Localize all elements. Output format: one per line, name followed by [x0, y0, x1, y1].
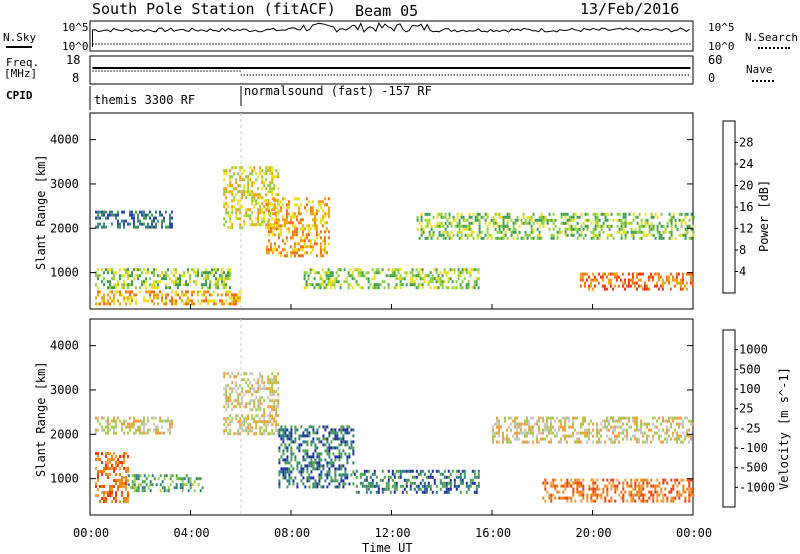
noise-ytick-top-left: 10^5: [62, 21, 89, 34]
velocity-ytick-label-0: 1000: [50, 472, 79, 486]
power-ytick-label-1: 2000: [50, 221, 79, 235]
velocity-band-3: [223, 372, 280, 436]
freq-ytick-bot: 8: [72, 71, 79, 85]
xtick-label-4: 16:00: [475, 526, 511, 540]
freq-series: [92, 67, 691, 76]
velocity-colorbar: -1000 -500 -100 -25 25 100 500 1000: [722, 329, 775, 508]
noise-series: [91, 21, 691, 48]
nave-ytick-bot: 0: [708, 71, 715, 85]
velocity-ytick-label-2: 3000: [50, 383, 79, 397]
power-band-5: [303, 268, 480, 290]
velocity-ytick-label-1: 2000: [50, 427, 79, 441]
power-colorbar-tick-label-5: 24: [739, 157, 753, 171]
velocity-colorbar-label: Velocity [m s^-1]: [777, 367, 791, 490]
nave-ytick-top: 60: [708, 53, 722, 67]
velocity-ytick-label-3: 4000: [50, 339, 79, 353]
xtick-label-2: 08:00: [274, 526, 310, 540]
noise-ytick-bot-left: 10^0: [62, 40, 89, 53]
power-ytick-label-0: 1000: [50, 266, 79, 280]
power-band-2: [95, 290, 241, 306]
velocity-colorbar-tick-label-5: 100: [739, 382, 761, 396]
cpid-segment-1: normalsound (fast) -157 RF: [244, 84, 432, 98]
velocity-colorbar-tick-label-7: 1000: [739, 343, 768, 357]
nsky-legend-line: [6, 46, 32, 48]
power-band-3: [223, 166, 280, 230]
xtick-label-5: 20:00: [576, 526, 612, 540]
velocity-band-4: [278, 425, 355, 489]
power-colorbar-tick-label-2: 12: [739, 222, 753, 236]
nave-legend-line: [752, 80, 774, 82]
power-ytick-label-2: 3000: [50, 177, 79, 191]
x-axis-ticks: 00:00 04:00 08:00 12:00 16:00 20:00 00:00: [73, 304, 712, 540]
xtick-label-6: 00:00: [676, 526, 712, 540]
power-colorbar-frame: [722, 120, 736, 294]
velocity-band-0: [95, 416, 173, 435]
nsky-line: [91, 21, 690, 48]
power-colorbar-label: Power [dB]: [757, 180, 771, 252]
power-yticks: 1000 2000 3000 4000: [50, 133, 693, 280]
velocity-band-6: [492, 416, 694, 444]
cpid-label: CPID: [6, 89, 33, 102]
power-ytick-label-3: 4000: [50, 133, 79, 147]
nsearch-legend-line: [758, 47, 790, 49]
xtick-label-1: 04:00: [174, 526, 210, 540]
nsky-label: N.Sky: [3, 31, 37, 44]
power-echoes: [95, 166, 695, 306]
velocity-colorbar-frame: [722, 329, 736, 508]
power-colorbar-tick-label-0: 4: [739, 265, 746, 279]
velocity-ylabel: Slant Range [km]: [34, 361, 48, 477]
noise-ytick-bot-right: 10^0: [708, 40, 735, 53]
noise-panel-frame: [89, 20, 694, 52]
power-band-0: [95, 210, 173, 229]
power-colorbar-tick-label-1: 8: [739, 243, 746, 257]
nsearch-label: N.Search: [745, 31, 798, 44]
date-label: 13/Feb/2016: [580, 0, 680, 18]
chart-title: South Pole Station (fitACF): [92, 0, 336, 18]
power-band-4: [265, 197, 330, 258]
velocity-yticks: 1000 2000 3000 4000: [50, 339, 693, 486]
velocity-band-2: [127, 474, 204, 493]
power-colorbar-tick-label-6: 28: [739, 136, 753, 150]
power-colorbar: 4 8 12 16 20 24 28: [722, 120, 753, 294]
velocity-colorbar-tick-label-6: 500: [739, 362, 761, 376]
velocity-echoes: [95, 372, 695, 503]
freq-unit-label: [MHz]: [4, 67, 38, 80]
power-colorbar-tick-label-3: 16: [739, 200, 753, 214]
beam-label: Beam 05: [355, 2, 419, 20]
power-ylabel: Slant Range [km]: [34, 154, 48, 270]
xtick-label-3: 12:00: [375, 526, 411, 540]
power-band-6: [416, 212, 695, 240]
power-band-1: [95, 268, 231, 290]
freq-panel-frame: [89, 55, 694, 85]
freq-label: Freq.: [6, 56, 40, 69]
velocity-colorbar-tick-label-0: -1000: [739, 480, 775, 494]
freq-ytick-top: 18: [66, 53, 80, 67]
velocity-colorbar-tick-label-1: -500: [739, 461, 768, 475]
velocity-colorbar-tick-label-2: -100: [739, 441, 768, 455]
noise-ytick-top-right: 10^5: [708, 21, 735, 34]
x-axis-label: Time UT: [362, 541, 413, 554]
xtick-label-0: 00:00: [73, 526, 109, 540]
power-colorbar-tick-label-4: 20: [739, 179, 753, 193]
velocity-band-7: [542, 478, 695, 503]
velocity-colorbar-tick-label-3: -25: [739, 421, 761, 435]
cpid-segment-0: themis 3300 RF: [94, 93, 195, 107]
velocity-band-1: [95, 452, 129, 503]
power-band-7: [579, 272, 694, 291]
velocity-band-5: [353, 469, 480, 494]
nave-label: Nave: [746, 63, 773, 76]
velocity-colorbar-tick-label-4: 25: [739, 402, 753, 416]
